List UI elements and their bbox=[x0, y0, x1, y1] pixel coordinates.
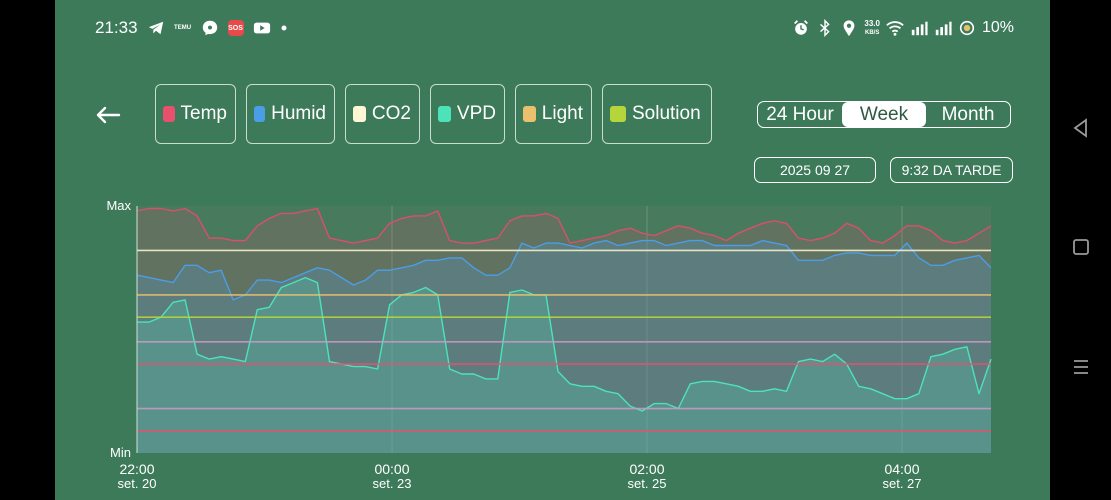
status-bar-right: 33.0 KB/S 10% bbox=[792, 16, 1014, 40]
metric-chip-label: Light bbox=[541, 103, 583, 124]
x-tick-time: 22:00 bbox=[119, 461, 154, 477]
series-line bbox=[137, 276, 992, 412]
series-line bbox=[136, 239, 992, 301]
series-line bbox=[136, 207, 992, 244]
metric-chip-label: VPD bbox=[456, 103, 496, 124]
metric-chip-vpd[interactable]: VPD bbox=[430, 84, 505, 144]
y-min-label: Min bbox=[110, 445, 131, 460]
time-picker-button[interactable]: 9:32 DA TARDE bbox=[890, 157, 1013, 183]
series-area bbox=[137, 240, 991, 453]
signal-icon bbox=[911, 21, 928, 36]
time-range-selector: 24 Hour Week Month bbox=[757, 101, 1011, 128]
solution-swatch bbox=[610, 106, 626, 122]
telegram-icon bbox=[148, 21, 163, 35]
battery-saver-icon bbox=[959, 20, 975, 36]
x-tick-date: set. 23 bbox=[372, 476, 411, 491]
range-option-week[interactable]: Week bbox=[842, 102, 926, 127]
x-tick-date: set. 25 bbox=[627, 476, 666, 491]
metric-chip-light[interactable]: Light bbox=[515, 84, 592, 144]
temu-icon: TEMU bbox=[174, 24, 192, 31]
battery-level: 10% bbox=[981, 19, 1014, 36]
x-tick-date: set. 20 bbox=[117, 476, 156, 491]
co2-swatch bbox=[353, 106, 366, 122]
temp-swatch bbox=[163, 106, 175, 122]
dot-icon bbox=[281, 25, 287, 31]
alarm-icon bbox=[794, 20, 809, 35]
metric-chip-list: Temp Humid CO2 VPD Light Solution bbox=[155, 84, 743, 146]
date-picker-button[interactable]: 2025 09 27 bbox=[754, 157, 876, 183]
metric-chip-label: CO2 bbox=[371, 103, 411, 124]
x-tick-time: 02:00 bbox=[629, 461, 664, 477]
y-max-label: Max bbox=[106, 198, 131, 213]
arrow-left-icon[interactable] bbox=[93, 100, 123, 130]
series-area bbox=[137, 208, 991, 453]
range-option-month[interactable]: Month bbox=[941, 103, 995, 125]
metric-chip-temp[interactable]: Temp bbox=[155, 84, 236, 144]
back-triangle-icon[interactable] bbox=[1070, 117, 1092, 139]
home-square-icon[interactable] bbox=[1070, 236, 1092, 258]
bluetooth-icon bbox=[820, 19, 831, 37]
x-tick-time: 04:00 bbox=[884, 461, 919, 477]
menu-lines-icon[interactable] bbox=[1070, 356, 1092, 378]
location-icon bbox=[843, 20, 855, 37]
metric-chip-co2[interactable]: CO2 bbox=[345, 84, 420, 144]
x-tick-date: set. 27 bbox=[882, 476, 921, 491]
metric-chip-label: Humid bbox=[271, 103, 326, 124]
wifi-icon bbox=[886, 21, 904, 36]
light-swatch bbox=[523, 106, 536, 122]
signal-icon bbox=[935, 21, 952, 36]
network-speed-value: 33.0 bbox=[864, 18, 880, 28]
metric-chip-humid[interactable]: Humid bbox=[246, 84, 335, 144]
youtube-icon bbox=[253, 22, 270, 34]
network-speed: 33.0 KB/S bbox=[864, 18, 880, 37]
metric-chip-label: Solution bbox=[632, 103, 701, 124]
sos-icon: SOS bbox=[227, 20, 244, 36]
messenger-icon bbox=[202, 20, 217, 36]
system-nav-bar bbox=[1050, 0, 1111, 500]
humid-swatch bbox=[254, 106, 266, 122]
app-screen: 21:33 TEMU SOS 33.0 KB/S 10% Temp Humid bbox=[55, 0, 1050, 500]
metric-chip-label: Temp bbox=[180, 103, 227, 124]
history-chart: Max Min 22:00 set. 20 00:00 set. 23 02:00 set. … bbox=[55, 190, 1050, 500]
metric-chip-solution[interactable]: Solution bbox=[602, 84, 712, 144]
status-bar-left: 21:33 TEMU SOS bbox=[95, 16, 288, 40]
vpd-swatch bbox=[438, 106, 451, 122]
network-speed-unit: KB/S bbox=[865, 29, 880, 36]
clock: 21:33 bbox=[95, 18, 138, 37]
x-tick-time: 00:00 bbox=[374, 461, 409, 477]
range-option-24-hour[interactable]: 24 Hour bbox=[766, 103, 834, 125]
plot-area bbox=[137, 206, 991, 453]
